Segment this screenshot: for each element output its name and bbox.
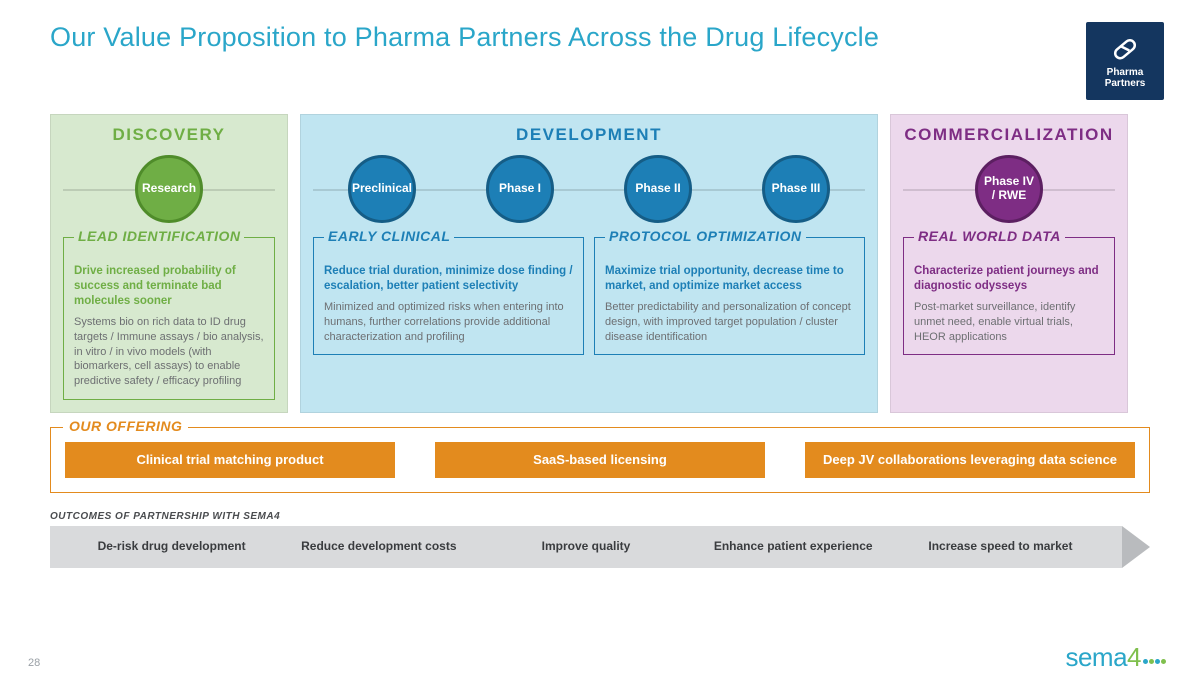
info-box-lead: Drive increased probability of success a… — [74, 264, 264, 309]
info-box-lead: Reduce trial duration, minimize dose fin… — [324, 264, 573, 294]
stage-title: DISCOVERY — [63, 125, 275, 145]
info-box-lead: Characterize patient journeys and diagno… — [914, 264, 1104, 294]
outcomes-arrow: De-risk drug developmentReduce developme… — [50, 526, 1150, 568]
lifecycle-stages: DISCOVERYResearchLEAD IDENTIFICATIONDriv… — [0, 100, 1200, 413]
offering-item: SaaS-based licensing — [435, 442, 765, 478]
stage-title: COMMERCIALIZATION — [903, 125, 1115, 145]
phase-circle: Phase II — [624, 155, 692, 223]
logo-text-4: 4 — [1127, 642, 1141, 672]
info-box: PROTOCOL OPTIMIZATIONMaximize trial oppo… — [594, 237, 865, 355]
title-bar: Our Value Proposition to Pharma Partners… — [0, 0, 1200, 100]
info-boxes-row: LEAD IDENTIFICATIONDrive increased proba… — [63, 237, 275, 400]
sema4-logo: sema4 — [1065, 642, 1166, 673]
info-box-body: Minimized and optimized risks when enter… — [324, 300, 573, 345]
outcome-item: De-risk drug development — [68, 539, 275, 553]
info-box: REAL WORLD DATACharacterize patient jour… — [903, 237, 1115, 355]
stage-development: DEVELOPMENT Preclinical Phase I Phase II Pha… — [300, 114, 878, 413]
outcomes-label: OUTCOMES OF PARTNERSHIP WITH SEMA4 — [50, 511, 1150, 522]
phase-circles-row: Phase IV / RWE — [903, 153, 1115, 225]
pharma-partners-badge: Pharma Partners — [1086, 22, 1164, 100]
phase-circles-row: Preclinical Phase I Phase II Phase III — [313, 153, 865, 225]
phase-circle: Preclinical — [348, 155, 416, 223]
info-box-title: EARLY CLINICAL — [324, 228, 454, 244]
logo-dots — [1143, 659, 1166, 664]
badge-label: Pharma Partners — [1086, 67, 1164, 89]
page-number: 28 — [28, 657, 40, 669]
info-box: EARLY CLINICALReduce trial duration, min… — [313, 237, 584, 355]
info-box-title: REAL WORLD DATA — [914, 228, 1065, 244]
offering-title: OUR OFFERING — [63, 418, 188, 434]
outcome-item: Improve quality — [482, 539, 689, 553]
outcomes-section: OUTCOMES OF PARTNERSHIP WITH SEMA4 De-ri… — [50, 511, 1150, 568]
info-box-body: Systems bio on rich data to ID drug targ… — [74, 315, 264, 389]
stage-title: DEVELOPMENT — [313, 125, 865, 145]
stage-discovery: DISCOVERYResearchLEAD IDENTIFICATIONDriv… — [50, 114, 288, 413]
info-box-title: PROTOCOL OPTIMIZATION — [605, 228, 806, 244]
stage-commercialization: COMMERCIALIZATION Phase IV / RWE REAL WORL… — [890, 114, 1128, 413]
info-boxes-row: REAL WORLD DATACharacterize patient jour… — [903, 237, 1115, 355]
info-box: LEAD IDENTIFICATIONDrive increased proba… — [63, 237, 275, 400]
phase-circle: Research — [135, 155, 203, 223]
phase-circle: Phase IV / RWE — [975, 155, 1043, 223]
info-box-lead: Maximize trial opportunity, decrease tim… — [605, 264, 854, 294]
phase-circles-row: Research — [63, 153, 275, 225]
outcome-item: Increase speed to market — [897, 539, 1104, 553]
logo-text-sema: sema — [1065, 642, 1127, 672]
info-box-body: Post-market surveillance, identify unmet… — [914, 300, 1104, 345]
pill-icon — [1110, 33, 1140, 63]
info-boxes-row: EARLY CLINICALReduce trial duration, min… — [313, 237, 865, 355]
phase-circle: Phase III — [762, 155, 830, 223]
offering-item: Clinical trial matching product — [65, 442, 395, 478]
outcome-item: Enhance patient experience — [690, 539, 897, 553]
our-offering-panel: OUR OFFERING Clinical trial matching pro… — [50, 427, 1150, 493]
info-box-title: LEAD IDENTIFICATION — [74, 228, 244, 244]
outcome-item: Reduce development costs — [275, 539, 482, 553]
info-box-body: Better predictability and personalizatio… — [605, 300, 854, 345]
offering-item: Deep JV collaborations leveraging data s… — [805, 442, 1135, 478]
phase-circle: Phase I — [486, 155, 554, 223]
page-title: Our Value Proposition to Pharma Partners… — [50, 22, 879, 53]
